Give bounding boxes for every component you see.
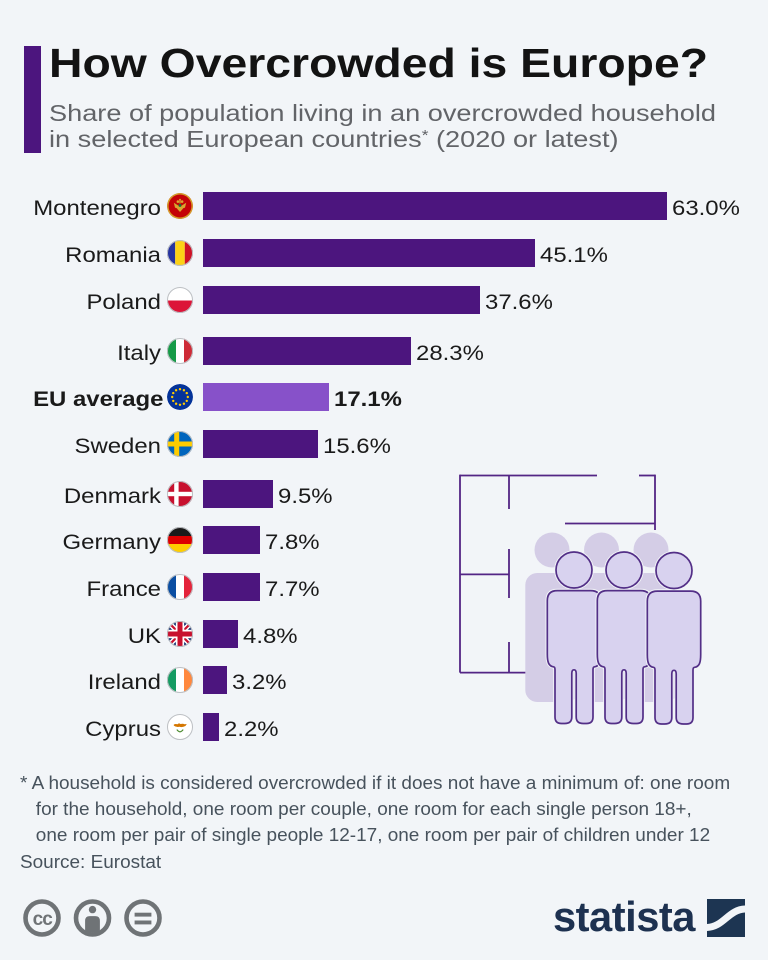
svg-text:cc: cc — [33, 909, 54, 930]
